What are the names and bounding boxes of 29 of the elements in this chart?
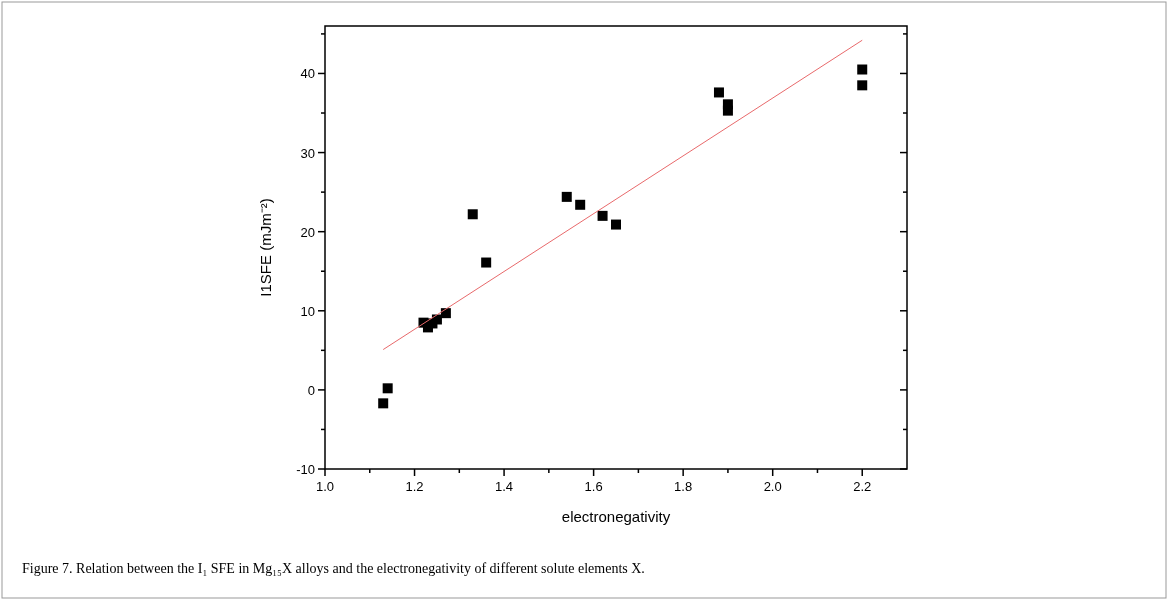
point [440, 308, 451, 319]
point [857, 80, 868, 91]
x-tick-label: 1.4 [495, 479, 514, 494]
point [713, 87, 724, 98]
x-axis-title: electronegativity [561, 508, 671, 525]
y-tick-label: 10 [300, 303, 315, 319]
point [561, 191, 572, 202]
y-tick-label: 40 [300, 66, 315, 82]
caption: Figure 7. Relation between the I₁ SFE in Mg₁₅X alloys and the electronegativity of different solute elements X. [22, 561, 645, 576]
y-tick-label: 0 [307, 382, 315, 398]
point [378, 398, 389, 409]
point [611, 219, 621, 230]
x-tick-label: 2.0 [763, 479, 782, 494]
point [382, 383, 393, 394]
x-tick-label: 1.0 [315, 479, 335, 494]
y-tick-label: 20 [300, 224, 315, 240]
y-tick-label: 30 [300, 145, 315, 161]
x-tick-label: 2.2 [853, 479, 872, 494]
point [597, 210, 608, 221]
x-tick-label: 1.8 [674, 479, 693, 494]
point [575, 199, 586, 210]
y-tick-label: -10 [296, 462, 315, 477]
point [481, 257, 492, 268]
point [467, 209, 478, 220]
y-axis-title: I1SFE (mJm⁻²) [257, 198, 274, 297]
point [857, 64, 868, 75]
x-tick-label: 1.6 [584, 479, 603, 494]
point [722, 105, 733, 116]
x-tick-label: 1.2 [405, 479, 424, 494]
